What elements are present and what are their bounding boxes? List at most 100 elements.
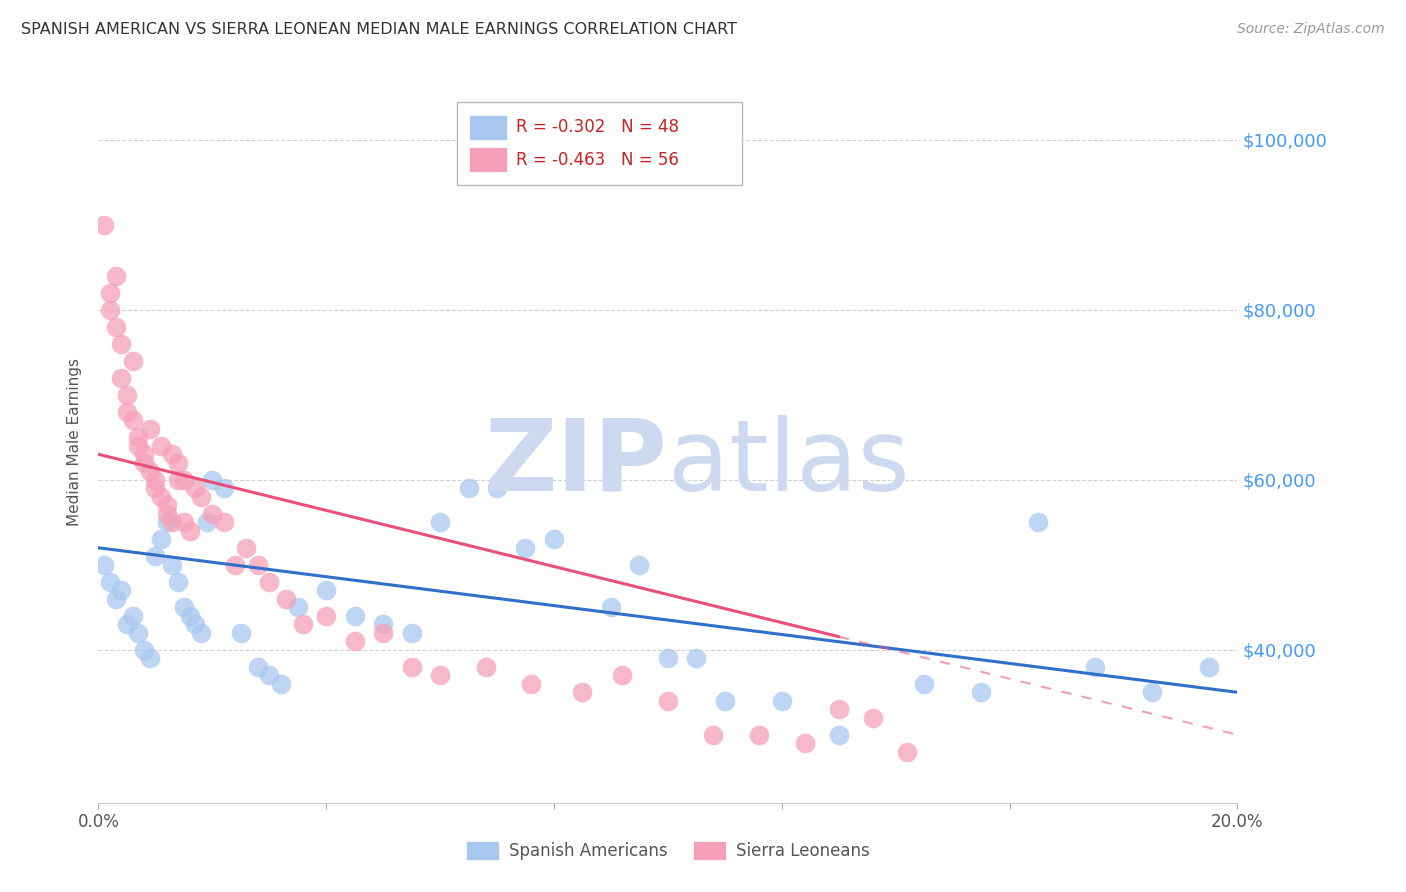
Point [628,558,651,572]
Point [162,558,184,572]
Point [685,651,707,665]
Point [104,319,127,334]
Point [862,711,884,725]
Point [429,516,451,530]
Point [110,371,132,385]
FancyBboxPatch shape [468,115,508,139]
Point [896,745,918,759]
Y-axis label: Median Male Earnings: Median Male Earnings [67,358,83,525]
Point [970,685,993,699]
Point [150,490,173,504]
Point [98,302,121,317]
Point [190,490,212,504]
Point [121,608,143,623]
Point [1084,660,1107,674]
Point [714,694,737,708]
Point [343,634,366,648]
Point [292,617,315,632]
Point [127,430,149,444]
Point [132,447,155,461]
Point [167,473,190,487]
Point [150,439,173,453]
Point [287,600,309,615]
Point [770,694,793,708]
FancyBboxPatch shape [468,147,508,172]
Point [138,422,160,436]
Point [145,481,167,495]
Point [104,268,127,283]
Point [401,625,423,640]
Point [373,625,395,640]
Point [486,481,509,495]
Point [138,464,160,478]
Point [162,447,184,461]
Point [93,218,115,232]
Point [401,660,423,674]
Point [828,702,851,716]
Point [127,625,149,640]
Point [212,481,235,495]
Point [343,608,366,623]
Point [156,516,179,530]
Point [132,642,155,657]
Point [145,473,167,487]
Point [184,481,207,495]
Point [474,660,496,674]
Point [748,728,770,742]
Point [179,608,201,623]
Point [115,405,138,419]
Point [167,456,190,470]
Point [93,558,115,572]
Point [98,574,121,589]
Point [132,456,155,470]
Point [612,668,634,682]
Point [270,677,292,691]
Point [145,549,167,564]
Point [162,516,184,530]
Point [224,558,246,572]
Legend: Spanish Americans, Sierra Leoneans: Spanish Americans, Sierra Leoneans [460,834,876,867]
Point [520,677,543,691]
Point [1026,516,1049,530]
Point [173,516,195,530]
Point [657,694,679,708]
Point [912,677,935,691]
Point [201,507,224,521]
Point [259,574,281,589]
Point [115,388,138,402]
Text: atlas: atlas [668,415,910,512]
Point [315,583,337,598]
Point [127,439,149,453]
Point [156,507,179,521]
Point [98,285,121,300]
Point [702,728,724,742]
Point [167,574,190,589]
Point [173,473,195,487]
Point [571,685,593,699]
Point [457,481,479,495]
Point [315,608,337,623]
Point [373,617,395,632]
Point [115,617,138,632]
Text: R = -0.463   N = 56: R = -0.463 N = 56 [516,151,679,169]
Point [173,600,195,615]
Point [184,617,207,632]
Point [110,583,132,598]
Point [259,668,281,682]
Point [179,524,201,538]
Point [190,625,212,640]
Point [1140,685,1163,699]
Text: SPANISH AMERICAN VS SIERRA LEONEAN MEDIAN MALE EARNINGS CORRELATION CHART: SPANISH AMERICAN VS SIERRA LEONEAN MEDIA… [21,22,737,37]
Text: R = -0.302   N = 48: R = -0.302 N = 48 [516,118,679,136]
Point [121,353,143,368]
Point [212,516,235,530]
Point [104,591,127,606]
Point [828,728,851,742]
Point [246,558,269,572]
Point [246,660,269,674]
Point [543,533,565,547]
Text: Source: ZipAtlas.com: Source: ZipAtlas.com [1237,22,1385,37]
Point [156,498,179,512]
Point [515,541,537,555]
Point [121,413,143,427]
